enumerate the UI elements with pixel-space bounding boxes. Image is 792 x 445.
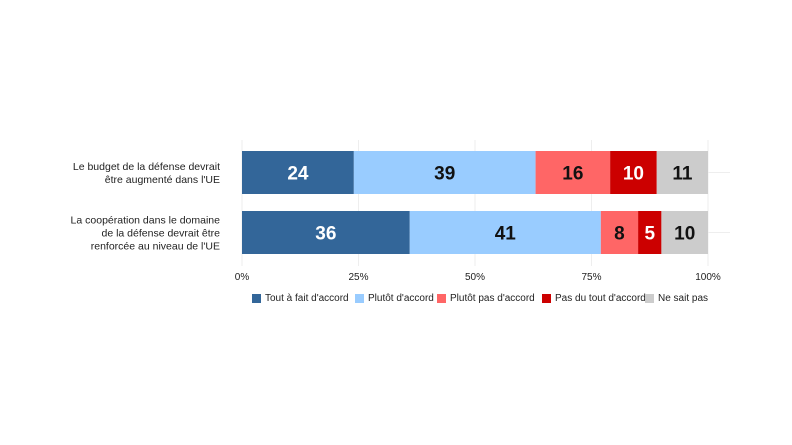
x-tick-label: 100%: [695, 272, 721, 283]
legend-item: Plutôt d'accord: [355, 293, 434, 304]
bars: 24 39 16 10 11 36 41 8 5 10: [242, 151, 708, 254]
category-label: La coopération dans le domaine de la défe…: [71, 215, 221, 253]
legend-swatch: [542, 294, 551, 303]
data-label: 41: [495, 224, 517, 245]
bar-segment: [242, 151, 354, 194]
legend-item: Ne sait pas: [645, 293, 708, 304]
x-tick-label: 0%: [235, 272, 250, 283]
legend-label: Plutôt pas d'accord: [450, 293, 535, 304]
bar-segment: [656, 151, 708, 194]
bar-segment: [661, 211, 708, 254]
x-axis-ticks: 0% 25% 50% 75% 100%: [235, 272, 721, 283]
bar-segment: [242, 211, 410, 254]
legend-swatch: [645, 294, 654, 303]
legend-label: Plutôt d'accord: [368, 293, 434, 304]
bar-segment: [610, 151, 657, 194]
x-tick-label: 25%: [348, 272, 368, 283]
data-label: 11: [672, 164, 693, 185]
category-label-line: être augmenté dans l'UE: [105, 174, 220, 186]
data-label: 39: [434, 164, 455, 185]
data-label: 5: [644, 224, 655, 245]
bar-segment: [353, 151, 536, 194]
bar-segment: [600, 211, 639, 254]
category-label: Le budget de la défense devrait être augm…: [73, 161, 220, 186]
data-label: 10: [623, 164, 644, 185]
category-label-line: Le budget de la défense devrait: [73, 161, 220, 173]
data-label: 8: [614, 224, 625, 245]
category-label-line: renforcée au niveau de l'UE: [91, 241, 220, 253]
legend-item: Tout à fait d'accord: [252, 293, 349, 304]
data-label: 36: [315, 224, 336, 245]
legend-item: Plutôt pas d'accord: [437, 293, 535, 304]
legend-label: Tout à fait d'accord: [265, 293, 349, 304]
category-label-line: La coopération dans le domaine: [71, 215, 221, 227]
category-label-line: de la défense devrait être: [102, 228, 221, 240]
bar-segment: [409, 211, 601, 254]
legend-swatch: [355, 294, 364, 303]
legend-item: Pas du tout d'accord: [542, 293, 646, 304]
x-tick-label: 50%: [465, 272, 485, 283]
data-label: 10: [674, 224, 695, 245]
legend-swatch: [252, 294, 261, 303]
legend-swatch: [437, 294, 446, 303]
bar-segment: [638, 211, 662, 254]
bar-segment: [535, 151, 611, 194]
x-tick-label: 75%: [581, 272, 601, 283]
legend-label: Ne sait pas: [658, 293, 709, 304]
data-label: 24: [287, 164, 309, 185]
legend: Tout à fait d'accord Plutôt d'accord Plutô…: [0, 293, 792, 309]
category-labels: Le budget de la défense devrait être augm…: [71, 161, 221, 253]
legend-label: Pas du tout d'accord: [555, 293, 646, 304]
data-label: 16: [562, 164, 583, 185]
